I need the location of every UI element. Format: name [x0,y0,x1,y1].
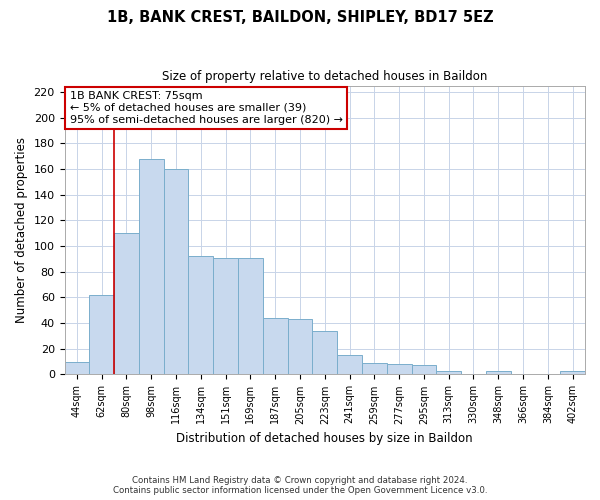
Bar [114,233,139,374]
Bar [362,363,387,374]
Bar [164,169,188,374]
Bar [65,362,89,374]
Bar [263,318,287,374]
Bar [412,366,436,374]
Bar [313,331,337,374]
Bar [387,364,412,374]
Text: 1B, BANK CREST, BAILDON, SHIPLEY, BD17 5EZ: 1B, BANK CREST, BAILDON, SHIPLEY, BD17 5… [107,10,493,25]
Bar [287,319,313,374]
Bar [486,370,511,374]
Bar [436,370,461,374]
Text: 1B BANK CREST: 75sqm
← 5% of detached houses are smaller (39)
95% of semi-detach: 1B BANK CREST: 75sqm ← 5% of detached ho… [70,92,343,124]
Bar [560,370,585,374]
Y-axis label: Number of detached properties: Number of detached properties [15,137,28,323]
Bar [238,258,263,374]
Bar [213,258,238,374]
Title: Size of property relative to detached houses in Baildon: Size of property relative to detached ho… [162,70,487,83]
X-axis label: Distribution of detached houses by size in Baildon: Distribution of detached houses by size … [176,432,473,445]
Bar [188,256,213,374]
Bar [89,295,114,374]
Text: Contains HM Land Registry data © Crown copyright and database right 2024.
Contai: Contains HM Land Registry data © Crown c… [113,476,487,495]
Bar [337,355,362,374]
Bar [139,158,164,374]
